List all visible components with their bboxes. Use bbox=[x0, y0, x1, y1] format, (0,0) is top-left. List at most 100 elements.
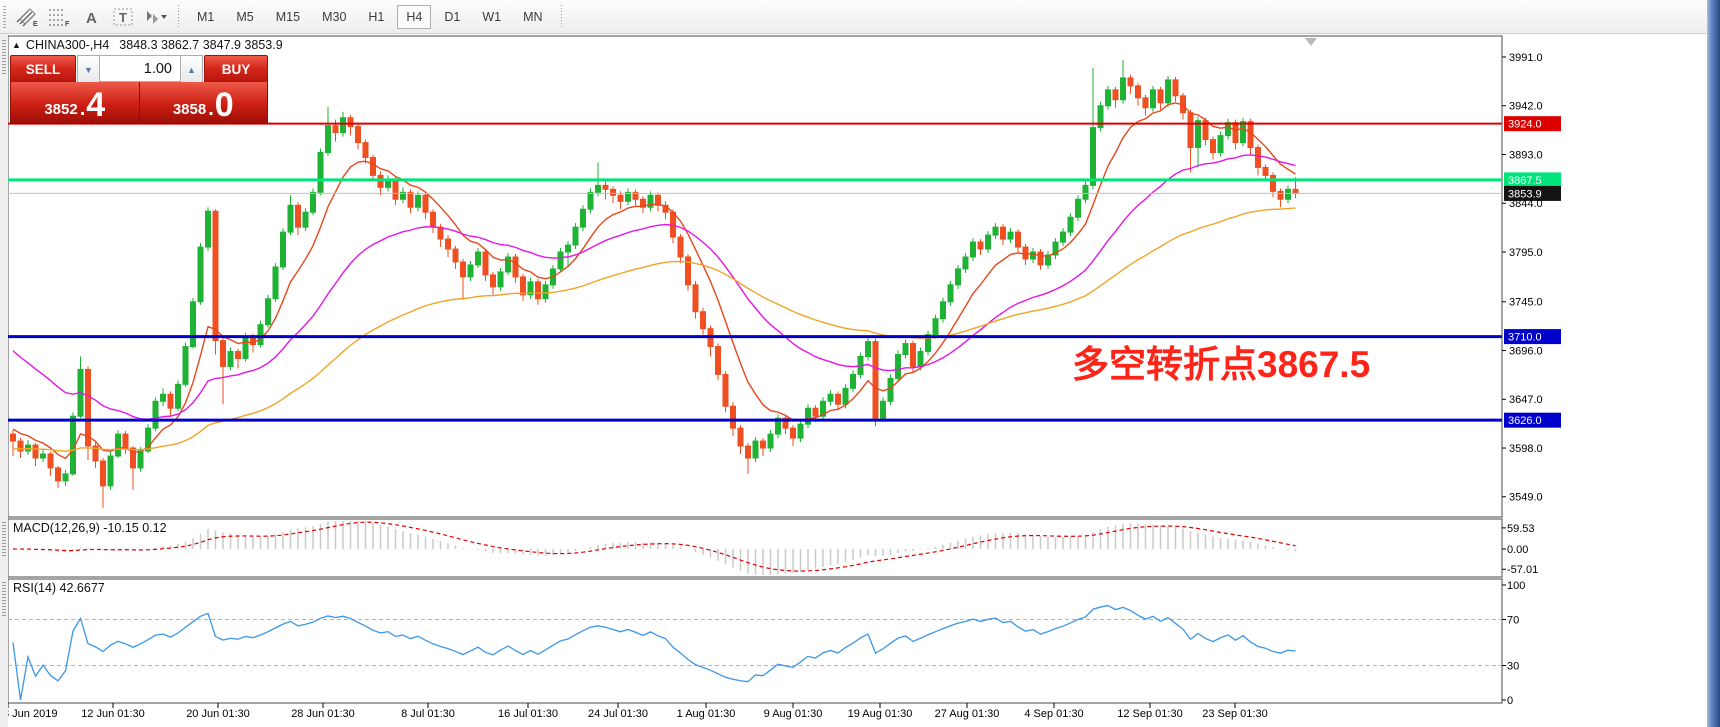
candle bbox=[872, 341, 879, 419]
candle bbox=[40, 453, 46, 459]
timeframe-button-m5[interactable]: M5 bbox=[236, 9, 254, 24]
candle bbox=[1105, 89, 1111, 107]
toolbar-drag-handle[interactable] bbox=[3, 5, 6, 28]
candle bbox=[1210, 139, 1216, 154]
candle bbox=[887, 377, 894, 402]
time-label: 3 Jun 2019 bbox=[3, 708, 57, 720]
text-tool-icon[interactable]: A bbox=[75, 4, 107, 30]
candle bbox=[910, 343, 916, 367]
equidistant-channel-icon[interactable]: E bbox=[11, 4, 43, 30]
candle bbox=[1135, 85, 1141, 99]
candle bbox=[737, 427, 744, 447]
volume-increase-button[interactable]: ▲ bbox=[180, 55, 203, 84]
candle bbox=[752, 440, 759, 459]
candle bbox=[730, 405, 736, 429]
timeframe-button-m30[interactable]: M30 bbox=[322, 9, 347, 24]
candle bbox=[1082, 184, 1089, 200]
volume-input[interactable]: 1.00 bbox=[100, 55, 180, 82]
sell-button[interactable]: SELL bbox=[10, 55, 76, 84]
price-tick-label: 3844.0 bbox=[1509, 198, 1543, 210]
candle bbox=[310, 191, 316, 213]
time-label: 23 Sep 01:30 bbox=[1202, 708, 1267, 720]
main-panel-grip[interactable] bbox=[2, 40, 6, 74]
candle bbox=[347, 117, 354, 128]
macd-label: MACD(12,26,9) -10.15 0.12 bbox=[13, 521, 167, 535]
candle bbox=[445, 238, 451, 250]
candle bbox=[55, 467, 61, 482]
candle bbox=[257, 324, 264, 346]
level-price-tag bbox=[1504, 185, 1561, 201]
volume-decrease-button[interactable]: ▼ bbox=[77, 55, 100, 84]
sell-price-main: 3852 bbox=[44, 101, 78, 118]
rsi-panel[interactable] bbox=[7, 578, 1503, 704]
collapse-arrow-icon[interactable]: ▲ bbox=[12, 40, 21, 50]
timeframe-button-h1[interactable]: H1 bbox=[368, 9, 385, 24]
ohlc-values: 3848.3 3862.7 3847.9 3853.9 bbox=[119, 38, 283, 52]
candle bbox=[265, 298, 271, 326]
rsi-panel-grip[interactable] bbox=[2, 582, 6, 616]
candle bbox=[272, 266, 279, 300]
candle bbox=[932, 318, 939, 336]
candle bbox=[925, 334, 931, 353]
candle bbox=[400, 191, 406, 200]
autoscroll-marker-icon[interactable] bbox=[1305, 38, 1317, 46]
one-click-trade-widget: SELL ▼ 1.00 ▲ BUY 3852. 4 3858. 0 bbox=[10, 55, 268, 124]
time-label: 12 Jun 01:30 bbox=[81, 708, 145, 720]
rsi-axis-label: 100 bbox=[1507, 580, 1525, 592]
candle bbox=[1187, 112, 1194, 149]
candle bbox=[17, 440, 24, 452]
chart-header: ▲ CHINA300-,H4 3848.3 3862.7 3847.9 3853.9 bbox=[12, 38, 283, 52]
svg-text:T: T bbox=[119, 10, 127, 25]
candle bbox=[227, 351, 234, 367]
ma-line-fast bbox=[12, 102, 1296, 460]
fibonacci-icon[interactable]: F bbox=[43, 4, 75, 30]
text-label-icon[interactable]: T bbox=[107, 4, 139, 30]
candle bbox=[985, 234, 991, 250]
timeframe-button-m15[interactable]: M15 bbox=[275, 9, 301, 24]
toolbar: E F A T M1 M5 M1 bbox=[0, 0, 1720, 34]
candle bbox=[865, 341, 871, 357]
candle bbox=[85, 368, 91, 447]
svg-text:E: E bbox=[33, 21, 38, 27]
candle bbox=[715, 346, 721, 375]
candle bbox=[280, 231, 286, 268]
price-tick-label: 3647.0 bbox=[1509, 394, 1543, 406]
candle bbox=[947, 284, 954, 303]
buy-button[interactable]: BUY bbox=[204, 55, 268, 84]
volume-spinner: ▼ 1.00 ▲ bbox=[77, 55, 203, 84]
timeframe-button-d1[interactable]: D1 bbox=[444, 9, 461, 24]
rsi-axis-label: 70 bbox=[1507, 614, 1519, 626]
candle bbox=[62, 473, 69, 482]
timeframe-button-h4[interactable]: H4 bbox=[397, 4, 432, 29]
arrow-objects-icon[interactable] bbox=[139, 4, 171, 30]
sell-price-dot: . bbox=[79, 98, 86, 120]
candle bbox=[1075, 198, 1081, 218]
timeframe-button-m1[interactable]: M1 bbox=[197, 9, 215, 24]
timeframe-button-mn[interactable]: MN bbox=[523, 9, 543, 24]
candle bbox=[677, 236, 684, 258]
candle bbox=[317, 152, 324, 193]
candle bbox=[370, 156, 376, 176]
candle bbox=[1157, 89, 1164, 104]
candle bbox=[452, 248, 459, 263]
candle bbox=[115, 433, 121, 457]
candle bbox=[1067, 216, 1074, 233]
candle bbox=[197, 246, 204, 303]
macd-panel-grip[interactable] bbox=[2, 522, 6, 556]
candle bbox=[1240, 121, 1246, 144]
candle bbox=[47, 453, 54, 469]
time-label: 9 Aug 01:30 bbox=[764, 708, 823, 720]
svg-text:F: F bbox=[65, 21, 70, 27]
time-label: 20 Jun 01:30 bbox=[186, 708, 250, 720]
candle bbox=[137, 450, 144, 469]
candle bbox=[850, 373, 856, 389]
candle bbox=[167, 393, 174, 409]
buy-quote[interactable]: 3858. 0 bbox=[139, 82, 267, 123]
candle bbox=[422, 194, 429, 213]
candle bbox=[1090, 127, 1096, 186]
candle bbox=[302, 211, 309, 228]
chart-text-annotation[interactable]: 多空转折点3867.5 bbox=[1072, 344, 1371, 385]
timeframe-button-w1[interactable]: W1 bbox=[482, 9, 502, 24]
sell-quote[interactable]: 3852. 4 bbox=[11, 82, 140, 123]
